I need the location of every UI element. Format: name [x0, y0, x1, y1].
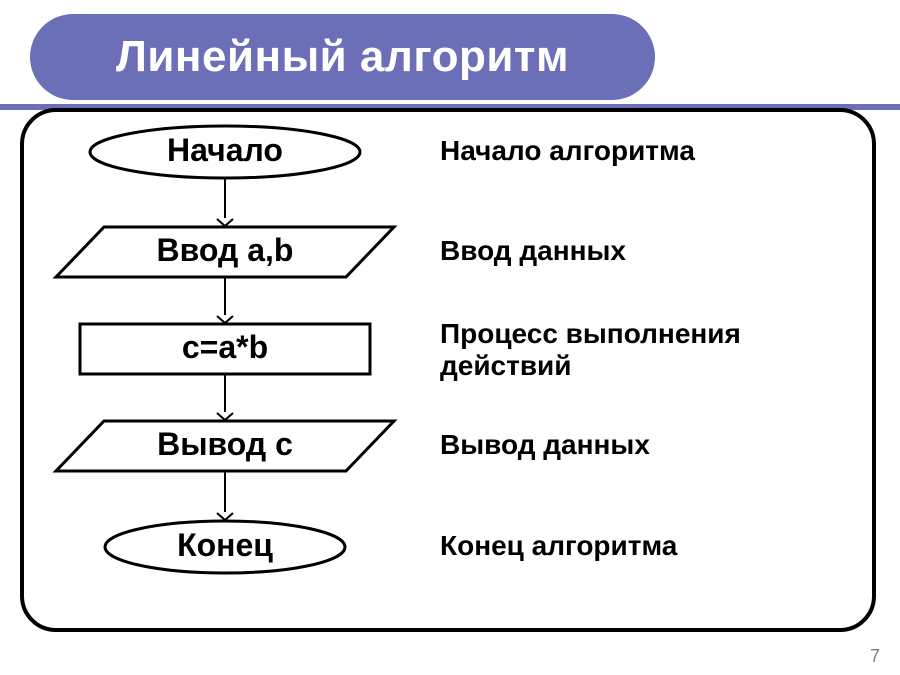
flowchart-desc-end: Конец алгоритма	[440, 530, 870, 562]
flowchart-label-process: c=a*b	[85, 329, 365, 366]
title-bar: Линейный алгоритм	[30, 14, 655, 100]
flowchart-label-end: Конец	[85, 527, 365, 564]
flowchart-desc-input: Ввод данных	[440, 235, 870, 267]
flowchart-desc-process: Процесс выполнения действий	[440, 318, 870, 382]
flowchart-label-start: Начало	[85, 132, 365, 169]
page-number: 7	[870, 646, 880, 667]
flowchart-label-output: Вывод c	[85, 426, 365, 463]
title-text: Линейный алгоритм	[116, 32, 569, 82]
flowchart-desc-output: Вывод данных	[440, 429, 870, 461]
flowchart-desc-start: Начало алгоритма	[440, 135, 870, 167]
slide-page: Линейный алгоритм Начало Начало алгоритма…	[0, 0, 900, 675]
flowchart-label-input: Ввод a,b	[85, 232, 365, 269]
